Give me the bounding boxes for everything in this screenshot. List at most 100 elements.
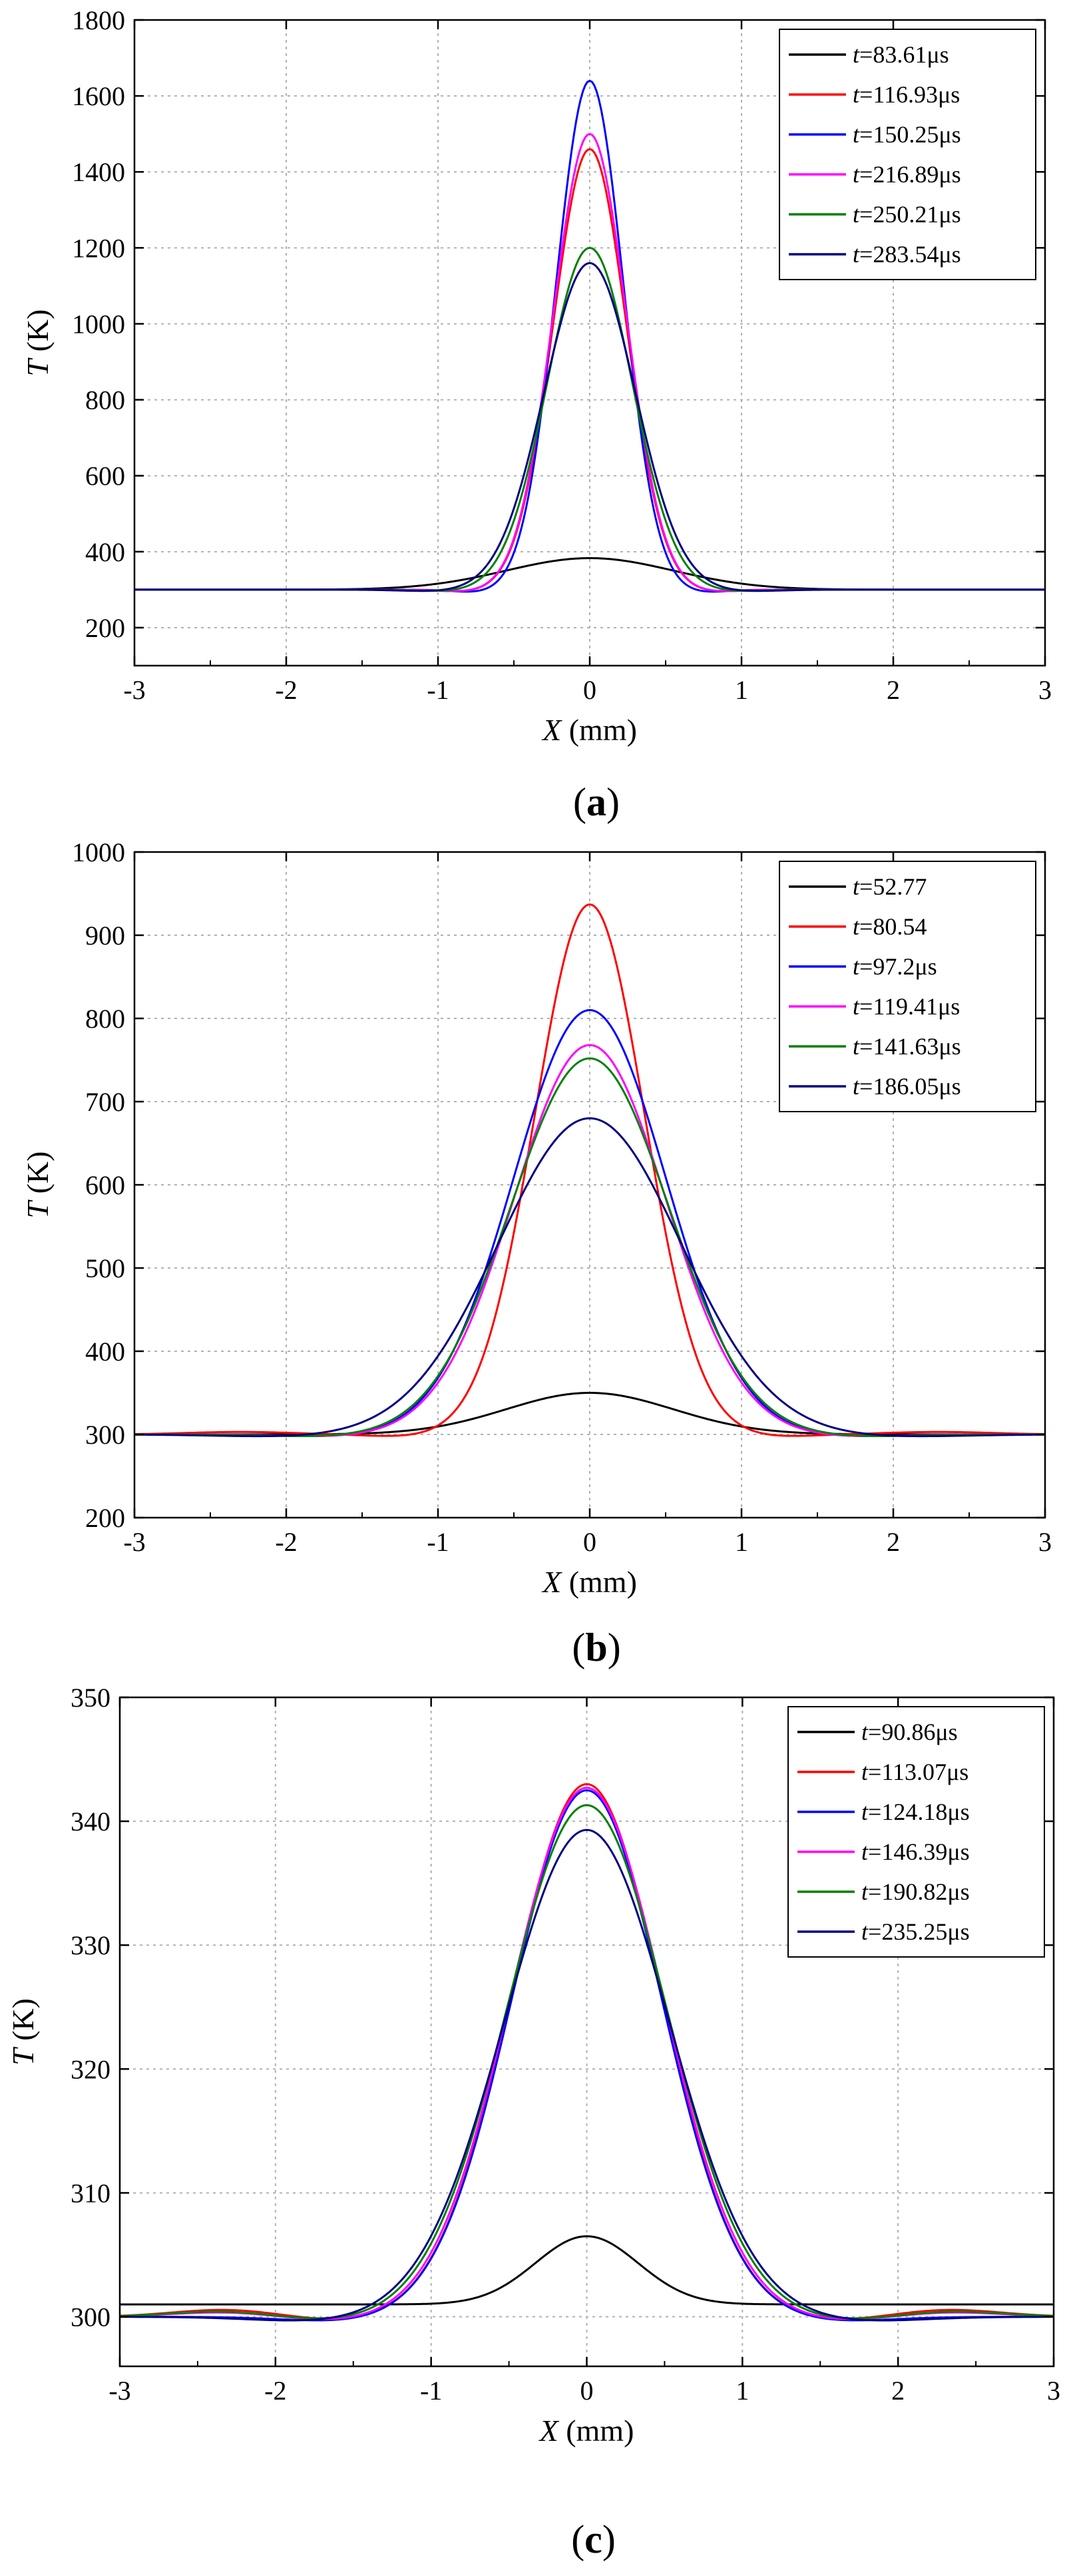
y-axis-title-rest: (K) [6,1998,40,2048]
y-tick-label: 1000 [72,309,125,339]
y-tick-label: 300 [71,2302,110,2332]
x-tick-label: 3 [1038,675,1052,705]
x-tick-label: 0 [580,2376,594,2406]
legend: t=52.77t=80.54t=97.2μst=119.41μst=141.63… [779,861,1036,1112]
series-line-3 [120,1789,1054,2322]
y-tick-label: 200 [85,1503,125,1533]
x-tick-label: 1 [735,675,748,705]
x-axis-title-rest: (mm) [561,713,637,747]
panel-caption-open: ( [573,780,586,824]
y-tick-label: 600 [85,461,125,491]
y-tick-label: 320 [71,2054,110,2084]
y-axis-title-var: T [6,2046,40,2065]
legend-label-6: t=186.05μs [853,1073,961,1100]
legend-label-5: t=141.63μs [853,1033,961,1060]
legend-label-2: t=80.54 [853,913,927,940]
panel-caption-letter: b [585,1625,607,1669]
panel-caption-close: ) [606,780,620,824]
y-tick-label: 500 [85,1253,125,1283]
legend-label-1-rest: =90.86μs [868,1719,958,1745]
x-tick-label: -1 [427,675,449,705]
x-axis-title: X (mm) [538,2414,634,2448]
legend-label-2-var: t [853,81,860,108]
legend-label-2-rest: =116.93μs [859,81,960,108]
series-line-5 [120,1804,1054,2320]
y-tick-label: 1400 [72,157,125,187]
y-axis-title-rest: (K) [21,310,55,359]
legend-label-1-var: t [861,1719,869,1745]
legend-label-6: t=235.25μs [861,1918,970,1945]
x-tick-label: 1 [736,2376,749,2406]
chart-panel-c: -3 -2 -1 0 1 2 3 300 310 320 330 340 350 X (mm) T (K) t… [6,1683,1060,2561]
panel-caption-letter: a [586,780,606,824]
legend-label-4-var: t [853,161,860,188]
y-tick-label: 400 [85,1337,125,1367]
x-tick-label: 2 [887,675,900,705]
x-axis-title: X (mm) [541,713,637,747]
legend-label-1: t=90.86μs [861,1719,958,1745]
legend-label-3-var: t [853,953,860,980]
legend-label-6: t=283.54μs [853,241,961,268]
series-line-6 [134,262,1045,592]
legend-label-1-rest: =83.61μs [859,41,949,68]
y-tick-label: 900 [85,921,125,951]
legend: t=83.61μst=116.93μst=150.25μst=216.89μst… [779,29,1036,280]
legend-label-4: t=146.39μs [861,1838,970,1865]
x-tick-label: 2 [887,1527,900,1557]
y-axis-title: T (K) [21,310,55,377]
legend-label-1-rest: =52.77 [859,873,927,900]
x-axis-title-var: X [538,2414,560,2448]
panel-caption-letter: c [584,2517,602,2561]
x-tick-label: -3 [123,1527,145,1557]
legend-label-3: t=124.18μs [861,1799,970,1825]
legend-label-5: t=190.82μs [861,1878,970,1905]
panel-caption-open: ( [572,1625,585,1669]
x-tick-label: -3 [108,2376,130,2406]
legend-label-2-var: t [861,1759,869,1785]
y-tick-label: 330 [71,1930,110,1960]
legend-label-6-var: t [853,1073,860,1100]
legend-box [787,1706,1045,1958]
y-tick-label: 1800 [72,5,125,35]
x-tick-label: -2 [264,2376,286,2406]
legend-label-3-rest: =97.2μs [859,953,937,980]
y-tick-label: 310 [71,2178,110,2208]
x-tick-label: 1 [735,1527,748,1557]
y-tick-label: 700 [85,1087,125,1117]
chart-panel-b: -3 -2 -1 0 1 2 3 200 300 400 500 600 700 800 900 1000 X … [21,837,1052,1669]
legend-label-6-rest: =186.05μs [859,1073,961,1100]
legend-label-2-var: t [853,913,860,940]
panel-caption: (b) [572,1625,620,1669]
y-tick-label: 600 [85,1170,125,1200]
legend-label-4-rest: =119.41μs [859,993,960,1020]
legend-label-4: t=216.89μs [853,161,961,188]
legend-label-4-rest: =216.89μs [859,161,961,188]
legend-label-5-rest: =190.82μs [868,1878,970,1905]
x-tick-label: -1 [427,1527,449,1557]
legend-label-6-rest: =283.54μs [859,241,961,268]
legend: t=90.86μst=113.07μst=124.18μst=146.39μst… [787,1706,1045,1958]
y-tick-label: 800 [85,1004,125,1034]
legend-label-3-rest: =150.25μs [859,121,961,148]
panel-caption: (a) [573,780,620,824]
legend-label-4-var: t [853,993,860,1020]
series-line-1 [120,2235,1054,2306]
x-tick-label: -1 [420,2376,442,2406]
x-tick-label: 0 [583,1527,596,1557]
y-tick-label: 1000 [72,837,125,867]
series-group [134,903,1045,1438]
series-line-6 [134,1117,1045,1438]
legend-label-6-rest: =235.25μs [868,1918,970,1945]
y-tick-label: 350 [71,1683,110,1713]
x-tick-label: 0 [583,675,596,705]
y-tick-label: 1200 [72,233,125,263]
x-tick-label: -2 [275,1527,297,1557]
x-axis-title-rest: (mm) [558,2414,634,2448]
x-axis-title-var: X [541,713,562,747]
legend-label-4-var: t [861,1838,869,1865]
y-axis-title-var: T [21,357,55,376]
legend-label-1-var: t [853,41,860,68]
legend-label-5-rest: =141.63μs [859,1033,961,1060]
x-tick-label: 3 [1047,2376,1060,2406]
y-tick-label: 200 [85,613,125,643]
